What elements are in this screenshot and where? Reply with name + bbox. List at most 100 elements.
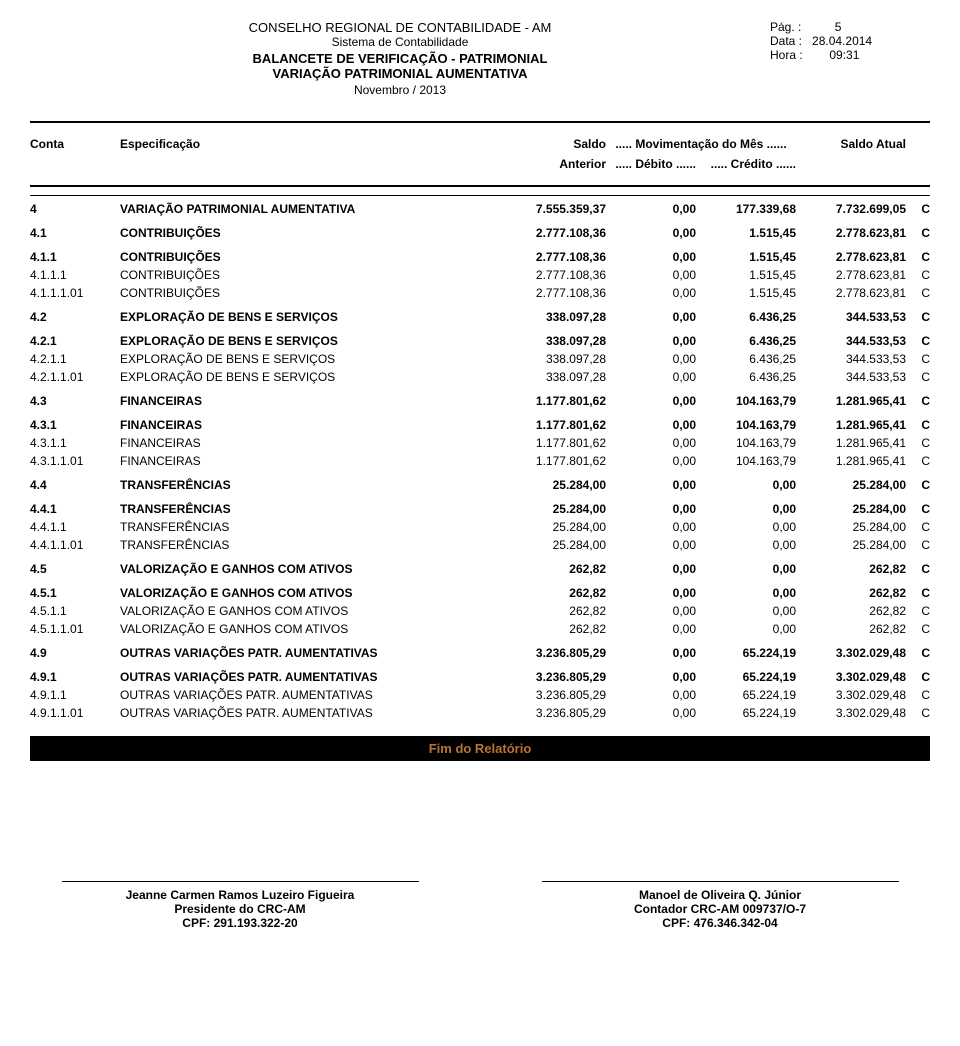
header-divider-top [30,121,930,123]
cell-debito: 0,00 [606,286,696,300]
cell-conta: 4.1.1.1.01 [30,286,120,300]
cell-espec: FINANCEIRAS [120,436,496,450]
cell-anterior: 338.097,28 [496,334,606,348]
cell-credito: 0,00 [696,622,796,636]
cell-conta: 4.9.1 [30,670,120,684]
end-of-report-bar: Fim do Relatório [30,736,930,761]
time-value: 09:31 [829,48,859,62]
cell-anterior: 3.236.805,29 [496,706,606,720]
cell-credito: 65.224,19 [696,688,796,702]
cell-anterior: 338.097,28 [496,370,606,384]
table-row: 4.4.1.1TRANSFERÊNCIAS25.284,000,000,0025… [30,518,930,536]
cell-debito: 0,00 [606,502,696,516]
cell-conta: 4.9.1.1 [30,688,120,702]
cell-conta: 4.5.1 [30,586,120,600]
cell-dc: C [906,334,930,348]
signature-right: Manoel de Oliveira Q. Júnior Contador CR… [510,881,930,930]
cell-espec: TRANSFERÊNCIAS [120,520,496,534]
cell-espec: OUTRAS VARIAÇÕES PATR. AUMENTATIVAS [120,706,496,720]
cell-anterior: 3.236.805,29 [496,646,606,660]
col-atual-header: Saldo Atual [796,137,906,151]
cell-dc: C [906,604,930,618]
cell-espec: FINANCEIRAS [120,418,496,432]
col-mov-header: ..... Movimentação do Mês ...... [606,137,796,151]
cell-atual: 25.284,00 [796,520,906,534]
cell-credito: 1.515,45 [696,250,796,264]
cell-credito: 104.163,79 [696,418,796,432]
cell-credito: 104.163,79 [696,436,796,450]
cell-atual: 3.302.029,48 [796,706,906,720]
sig-line-left [62,881,419,882]
cell-espec: VALORIZAÇÃO E GANHOS COM ATIVOS [120,562,496,576]
cell-conta: 4.3.1.1.01 [30,454,120,468]
cell-atual: 2.778.623,81 [796,250,906,264]
cell-credito: 1.515,45 [696,226,796,240]
table-row: 4.5.1.1VALORIZAÇÃO E GANHOS COM ATIVOS26… [30,602,930,620]
period-label: Novembro / 2013 [30,83,770,97]
cell-anterior: 2.777.108,36 [496,286,606,300]
table-row: 4.2.1.1EXPLORAÇÃO DE BENS E SERVIÇOS338.… [30,350,930,368]
cell-credito: 0,00 [696,586,796,600]
cell-debito: 0,00 [606,202,696,216]
signatures: Jeanne Carmen Ramos Luzeiro Figueira Pre… [30,881,930,930]
cell-anterior: 25.284,00 [496,478,606,492]
cell-atual: 1.281.965,41 [796,418,906,432]
cell-conta: 4.2 [30,310,120,324]
sig-left-cpf: CPF: 291.193.322-20 [30,916,450,930]
cell-anterior: 1.177.801,62 [496,436,606,450]
table-row: 4VARIAÇÃO PATRIMONIAL AUMENTATIVA7.555.3… [30,195,930,218]
cell-anterior: 1.177.801,62 [496,454,606,468]
cell-anterior: 3.236.805,29 [496,670,606,684]
cell-dc: C [906,670,930,684]
sig-left-title: Presidente do CRC-AM [30,902,450,916]
cell-credito: 65.224,19 [696,706,796,720]
page-value: 5 [835,20,842,34]
table-row: 4.4.1.1.01TRANSFERÊNCIAS25.284,000,000,0… [30,536,930,554]
cell-anterior: 262,82 [496,604,606,618]
cell-debito: 0,00 [606,436,696,450]
cell-atual: 2.778.623,81 [796,226,906,240]
col-saldo-header: Saldo [496,137,606,151]
cell-anterior: 25.284,00 [496,538,606,552]
cell-espec: VALORIZAÇÃO E GANHOS COM ATIVOS [120,622,496,636]
column-header-row-1: Conta Especificação Saldo ..... Moviment… [30,131,930,157]
cell-anterior: 1.177.801,62 [496,418,606,432]
cell-conta: 4.5.1.1 [30,604,120,618]
table-row: 4.2.1EXPLORAÇÃO DE BENS E SERVIÇOS338.09… [30,332,930,350]
cell-anterior: 262,82 [496,586,606,600]
cell-dc: C [906,370,930,384]
table-row: 4.3FINANCEIRAS1.177.801,620,00104.163,79… [30,392,930,410]
col-espec-header: Especificação [120,137,496,151]
cell-debito: 0,00 [606,250,696,264]
cell-conta: 4.5.1.1.01 [30,622,120,636]
table-row: 4.3.1.1FINANCEIRAS1.177.801,620,00104.16… [30,434,930,452]
time-label: Hora : [770,48,803,62]
column-header-row-2: Anterior ..... Débito ...... ..... Crédi… [30,157,930,177]
rows-container: 4VARIAÇÃO PATRIMONIAL AUMENTATIVA7.555.3… [30,195,930,722]
cell-espec: VALORIZAÇÃO E GANHOS COM ATIVOS [120,604,496,618]
header-divider-bottom [30,185,930,187]
cell-espec: EXPLORAÇÃO DE BENS E SERVIÇOS [120,370,496,384]
header-left: CONSELHO REGIONAL DE CONTABILIDADE - AM … [30,20,770,113]
header-right: Pág. : 5 Data : 28.04.2014 Hora : 09:31 [770,20,930,113]
cell-dc: C [906,622,930,636]
cell-conta: 4.4.1 [30,502,120,516]
cell-dc: C [906,454,930,468]
cell-dc: C [906,586,930,600]
cell-atual: 344.533,53 [796,310,906,324]
col-debito-header: ..... Débito ...... [606,157,696,171]
sig-right-cpf: CPF: 476.346.342-04 [510,916,930,930]
cell-dc: C [906,310,930,324]
cell-credito: 0,00 [696,520,796,534]
table-row: 4.9.1OUTRAS VARIAÇÕES PATR. AUMENTATIVAS… [30,668,930,686]
cell-anterior: 1.177.801,62 [496,394,606,408]
table-row: 4.5VALORIZAÇÃO E GANHOS COM ATIVOS262,82… [30,560,930,578]
col-dc-header [906,137,930,151]
cell-debito: 0,00 [606,520,696,534]
cell-atual: 7.732.699,05 [796,202,906,216]
col-conta-header: Conta [30,137,120,151]
cell-espec: EXPLORAÇÃO DE BENS E SERVIÇOS [120,352,496,366]
cell-dc: C [906,226,930,240]
cell-espec: OUTRAS VARIAÇÕES PATR. AUMENTATIVAS [120,670,496,684]
cell-atual: 3.302.029,48 [796,646,906,660]
